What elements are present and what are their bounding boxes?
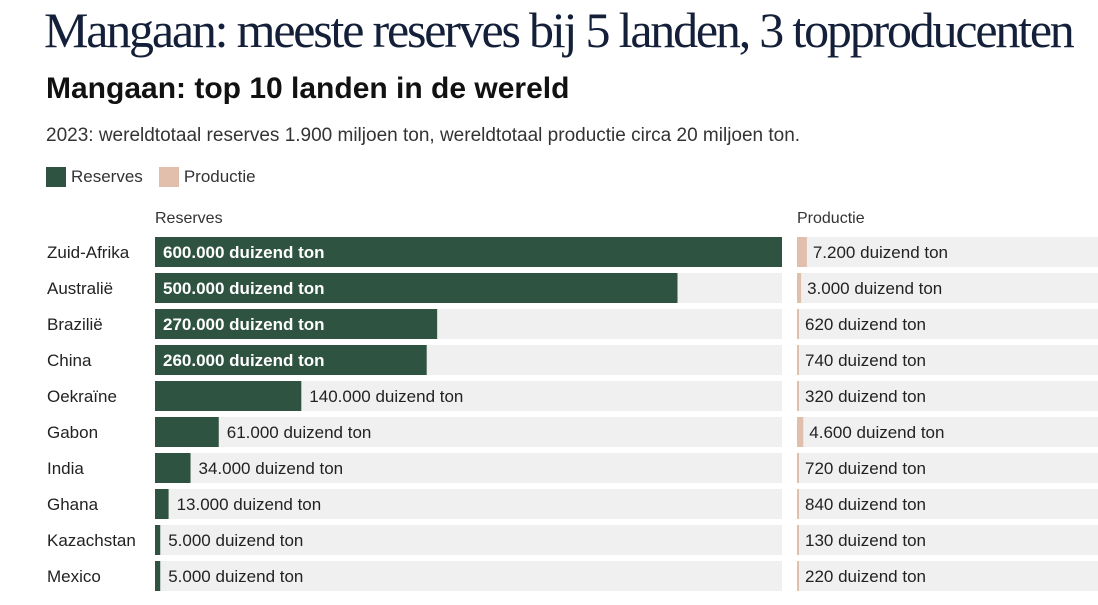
reserves-track — [155, 489, 782, 519]
reserves-value-label: 13.000 duizend ton — [177, 495, 322, 514]
production-value-label: 740 duizend ton — [805, 351, 926, 370]
category-label: Zuid-Afrika — [47, 243, 130, 262]
reserves-value-label: 270.000 duizend ton — [163, 315, 325, 334]
production-bar — [797, 309, 799, 339]
category-label: Mexico — [47, 567, 101, 586]
production-track — [797, 453, 1098, 483]
chart-subtitle: 2023: wereldtotaal reserves 1.900 miljoe… — [46, 125, 801, 146]
production-bar — [797, 237, 807, 267]
column-header-production: Productie — [797, 210, 865, 227]
category-label: Oekraïne — [47, 387, 117, 406]
legend-label-production: Productie — [183, 167, 256, 186]
production-bar — [797, 273, 802, 303]
page-headline: Mangaan: meeste reserves bij 5 landen, 3… — [44, 2, 1075, 58]
production-track — [797, 345, 1098, 375]
legend-swatch-production — [158, 167, 179, 187]
production-value-label: 620 duizend ton — [805, 315, 926, 334]
reserves-bar — [155, 489, 169, 519]
legend-item-production: Productie — [158, 166, 256, 188]
production-value-label: 3.000 duizend ton — [807, 279, 942, 298]
reserves-bar — [155, 237, 782, 267]
reserves-bar — [155, 561, 161, 591]
category-label: Ghana — [47, 495, 99, 514]
reserves-value-label: 140.000 duizend ton — [309, 387, 463, 406]
production-bar — [797, 525, 799, 555]
production-value-label: 840 duizend ton — [805, 495, 926, 514]
production-value-label: 4.600 duizend ton — [809, 423, 944, 442]
column-header-reserves: Reserves — [155, 210, 223, 227]
production-value-label: 130 duizend ton — [805, 531, 926, 550]
reserves-bar — [155, 453, 191, 483]
production-track — [797, 381, 1098, 411]
production-track — [797, 525, 1098, 555]
reserves-bar — [155, 381, 302, 411]
production-track — [797, 237, 1098, 267]
production-track — [797, 417, 1098, 447]
production-value-label: 720 duizend ton — [805, 459, 926, 478]
legend: Reserves Productie — [46, 166, 272, 188]
reserves-track — [155, 525, 782, 555]
reserves-bar — [155, 273, 678, 303]
legend-swatch-reserves — [46, 167, 66, 187]
reserves-value-label: 5.000 duizend ton — [168, 531, 303, 550]
production-track — [797, 489, 1098, 519]
reserves-value-label: 61.000 duizend ton — [227, 423, 372, 442]
reserves-value-label: 500.000 duizend ton — [163, 279, 325, 298]
production-bar — [797, 561, 799, 591]
category-label: Gabon — [47, 423, 98, 442]
category-label: China — [47, 351, 92, 370]
reserves-value-label: 34.000 duizend ton — [199, 459, 344, 478]
reserves-track — [155, 417, 782, 447]
production-bar — [797, 345, 799, 375]
chart-title: Mangaan: top 10 landen in de wereld — [46, 72, 570, 105]
legend-item-reserves: Reserves — [46, 166, 143, 188]
production-value-label: 7.200 duizend ton — [813, 243, 948, 262]
reserves-value-label: 5.000 duizend ton — [168, 567, 303, 586]
production-bar — [797, 453, 799, 483]
reserves-value-label: 260.000 duizend ton — [163, 351, 325, 370]
reserves-value-label: 600.000 duizend ton — [163, 243, 325, 262]
production-value-label: 320 duizend ton — [805, 387, 926, 406]
reserves-bar — [155, 525, 161, 555]
production-bar — [797, 489, 799, 519]
reserves-bar — [155, 345, 427, 375]
category-label: India — [47, 459, 84, 478]
legend-label-reserves: Reserves — [71, 167, 143, 186]
production-track — [797, 309, 1098, 339]
reserves-track — [155, 561, 782, 591]
production-track — [797, 561, 1098, 591]
production-bar — [797, 381, 799, 411]
reserves-track — [155, 453, 782, 483]
production-bar — [797, 417, 804, 447]
reserves-bar — [155, 417, 219, 447]
reserves-bar — [155, 309, 438, 339]
category-label: Australië — [47, 279, 113, 298]
production-value-label: 220 duizend ton — [805, 567, 926, 586]
category-label: Kazachstan — [47, 531, 136, 550]
category-label: Brazilië — [47, 315, 103, 334]
production-track — [797, 273, 1098, 303]
